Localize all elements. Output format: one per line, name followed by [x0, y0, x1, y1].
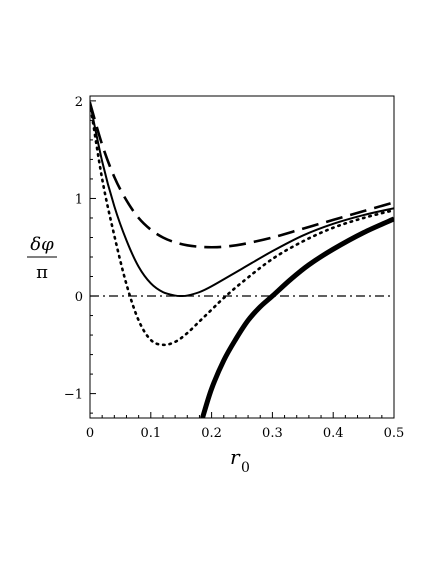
series-dashed-line [90, 102, 394, 249]
x-tick-label: 0.2 [201, 426, 222, 441]
y-tick-label: 0 [75, 290, 83, 305]
x-tick-label: 0.3 [262, 426, 283, 441]
x-tick-label: 0.4 [323, 426, 344, 441]
x-tick-label: 0.5 [384, 426, 405, 441]
x-tick-label: 0 [86, 426, 94, 441]
axis-ticks: 0 0.1 0.2 0.3 0.4 0.5 −1 0 1 2 [64, 95, 405, 441]
y-tick-label: −1 [64, 388, 83, 403]
chart-curves [90, 101, 394, 418]
y-axis-label-denominator: π [36, 262, 48, 283]
x-tick-label: 0.1 [140, 426, 161, 441]
series-dotted-line [90, 101, 394, 347]
x-axis-label: r [230, 445, 241, 469]
series-thick-line [200, 216, 394, 418]
x-axis-label-subscript: 0 [241, 460, 250, 476]
y-tick-label: 2 [75, 95, 83, 110]
series-solid-line [90, 102, 394, 298]
y-axis-label-numerator: δφ [30, 234, 54, 255]
plot-frame [89, 95, 395, 419]
y-tick-label: 1 [75, 192, 83, 207]
